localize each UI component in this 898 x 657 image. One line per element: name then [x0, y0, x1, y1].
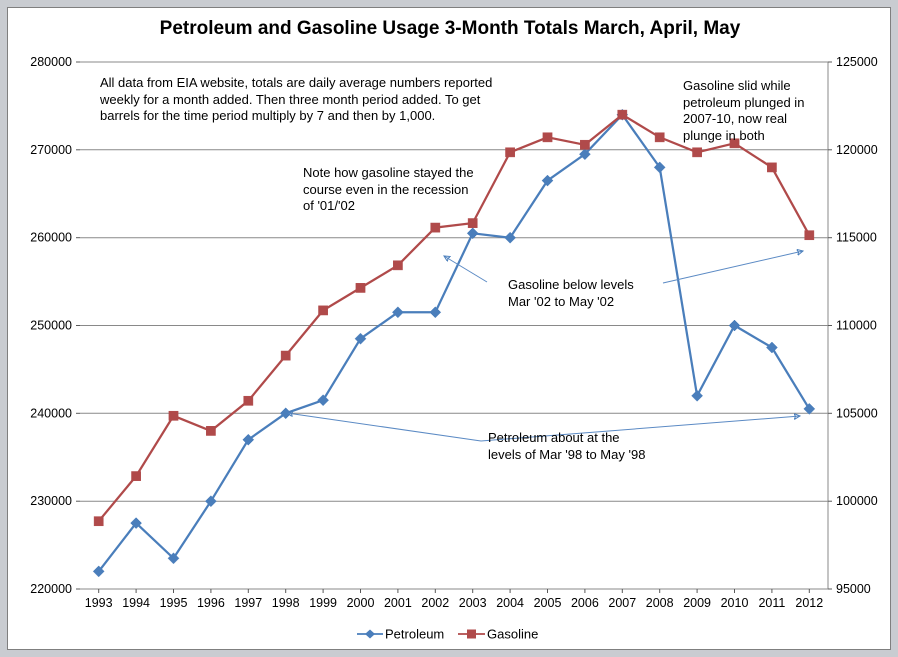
svg-text:280000: 280000 — [30, 55, 72, 69]
svg-text:230000: 230000 — [30, 494, 72, 508]
svg-text:2010: 2010 — [721, 596, 749, 610]
svg-text:115000: 115000 — [836, 231, 877, 245]
svg-text:120000: 120000 — [836, 143, 878, 157]
svg-text:1996: 1996 — [197, 596, 225, 610]
svg-text:2003: 2003 — [459, 596, 487, 610]
svg-text:2001: 2001 — [384, 596, 412, 610]
svg-text:260000: 260000 — [30, 231, 72, 245]
svg-text:2012: 2012 — [795, 596, 823, 610]
svg-text:250000: 250000 — [30, 319, 72, 333]
svg-text:95000: 95000 — [836, 582, 871, 596]
svg-text:110000: 110000 — [836, 319, 877, 333]
svg-text:220000: 220000 — [30, 582, 72, 596]
svg-text:2006: 2006 — [571, 596, 599, 610]
svg-text:1999: 1999 — [309, 596, 337, 610]
svg-text:240000: 240000 — [30, 406, 72, 420]
svg-text:105000: 105000 — [836, 406, 878, 420]
svg-text:2002: 2002 — [421, 596, 449, 610]
svg-text:270000: 270000 — [30, 143, 72, 157]
svg-text:2009: 2009 — [683, 596, 711, 610]
svg-text:125000: 125000 — [836, 55, 878, 69]
svg-text:2005: 2005 — [534, 596, 562, 610]
svg-text:100000: 100000 — [836, 494, 878, 508]
svg-text:2011: 2011 — [758, 596, 785, 610]
svg-text:2007: 2007 — [608, 596, 636, 610]
svg-text:1993: 1993 — [85, 596, 113, 610]
svg-text:2004: 2004 — [496, 596, 524, 610]
svg-text:1998: 1998 — [272, 596, 300, 610]
svg-text:2008: 2008 — [646, 596, 674, 610]
svg-text:2000: 2000 — [347, 596, 375, 610]
svg-text:Gasoline: Gasoline — [487, 627, 538, 642]
svg-text:1997: 1997 — [234, 596, 262, 610]
svg-text:Petroleum: Petroleum — [385, 627, 444, 642]
svg-text:1994: 1994 — [122, 596, 150, 610]
svg-text:1995: 1995 — [160, 596, 188, 610]
